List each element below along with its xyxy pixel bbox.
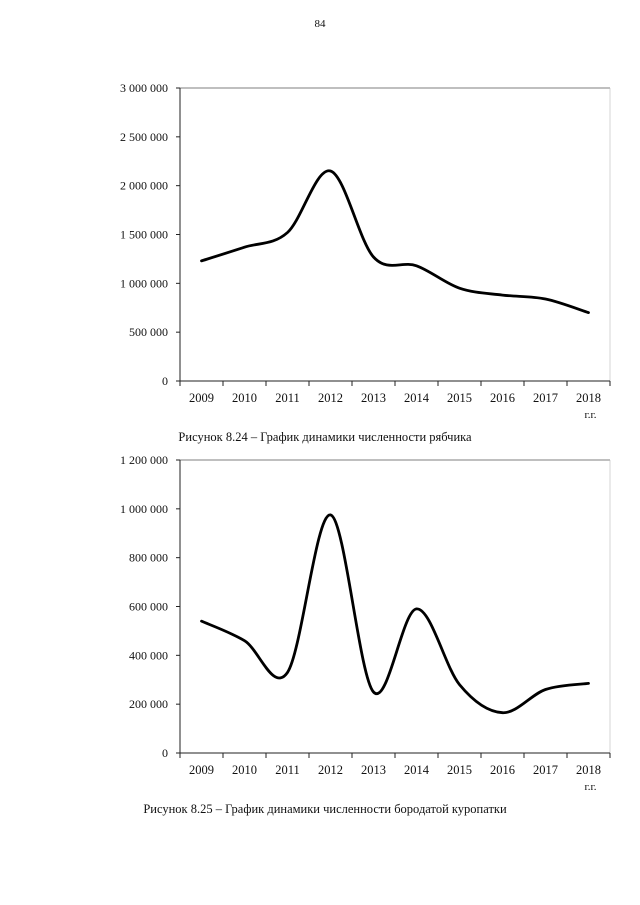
x-tick-label: 2014 (404, 763, 430, 777)
y-tick-label: 200 000 (129, 697, 168, 711)
y-tick-label: 1 000 000 (120, 276, 168, 290)
y-tick-label: 400 000 (129, 648, 168, 662)
y-tick-label: 0 (162, 746, 168, 760)
y-tick-label: 1 000 000 (120, 502, 168, 516)
x-tick-label: 2015 (447, 391, 472, 405)
x-axis-label: г.г. (584, 781, 596, 793)
x-tick-label: 2018 (576, 763, 601, 777)
y-tick-label: 500 000 (129, 325, 168, 339)
y-tick-label: 800 000 (129, 551, 168, 565)
x-tick-label: 2010 (232, 763, 257, 777)
x-tick-label: 2017 (533, 391, 558, 405)
x-tick-label: 2009 (189, 391, 214, 405)
chart-ryabchik: 0 500 000 1 000 000 1 500 000 2 000 000 2 500… (120, 81, 611, 421)
series-line (200, 169, 590, 314)
x-tick-label: 2013 (361, 391, 386, 405)
x-tick-label: 2012 (318, 391, 343, 405)
y-tick-label: 1 200 000 (120, 453, 168, 467)
x-tick-label: 2016 (490, 391, 515, 405)
series-line (200, 513, 590, 715)
y-tick-label: 3 000 000 (120, 81, 168, 95)
y-tick-label: 1 500 000 (120, 228, 168, 242)
page-number: 84 (314, 18, 326, 30)
chart-kuropatka: 0 200 000 400 000 600 000 800 000 1 000 000 1 … (120, 453, 611, 793)
x-tick-label: 2009 (189, 763, 214, 777)
x-tick-label: 2018 (576, 391, 601, 405)
x-tick-label: 2011 (275, 763, 300, 777)
x-tick-label: 2012 (318, 763, 343, 777)
x-tick-label: 2016 (490, 763, 515, 777)
y-tick-label: 0 (162, 374, 168, 388)
x-tick-label: 2011 (275, 391, 300, 405)
chart-caption-kuropatka: Рисунок 8.25 – График динамики численнос… (143, 802, 507, 816)
chart-caption-ryabchik: Рисунок 8.24 – График динамики численнос… (178, 430, 472, 444)
x-tick-label: 2017 (533, 763, 558, 777)
y-tick-label: 600 000 (129, 600, 168, 614)
x-tick-label: 2010 (232, 391, 257, 405)
x-tick-label: 2014 (404, 391, 430, 405)
x-tick-label: 2015 (447, 763, 472, 777)
x-tick-label: 2013 (361, 763, 386, 777)
y-tick-label: 2 000 000 (120, 179, 168, 193)
y-tick-label: 2 500 000 (120, 130, 168, 144)
x-axis-label: г.г. (584, 409, 596, 421)
